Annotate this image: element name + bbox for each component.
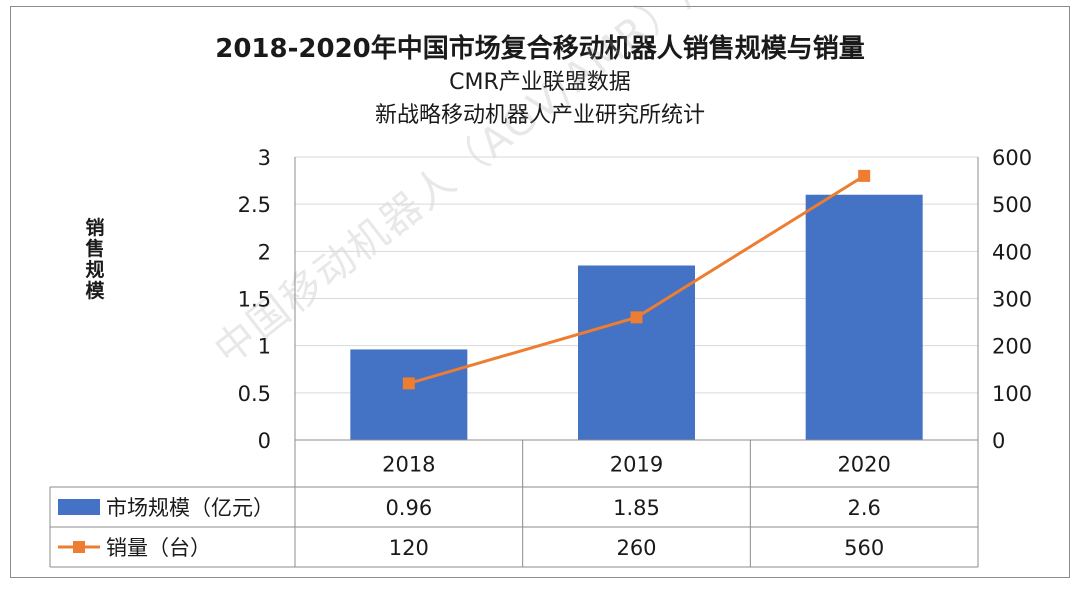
y-axis-label: 销售规模 [85, 217, 105, 302]
chart-subtitle-1: CMR产业联盟数据 [449, 70, 631, 95]
chart-subtitle-2: 新战略移动机器人产业研究所统计 [374, 103, 705, 128]
chart-frame [10, 6, 1070, 578]
chart-title: 2018-2020年中国市场复合移动机器人销售规模与销量 [215, 34, 865, 64]
